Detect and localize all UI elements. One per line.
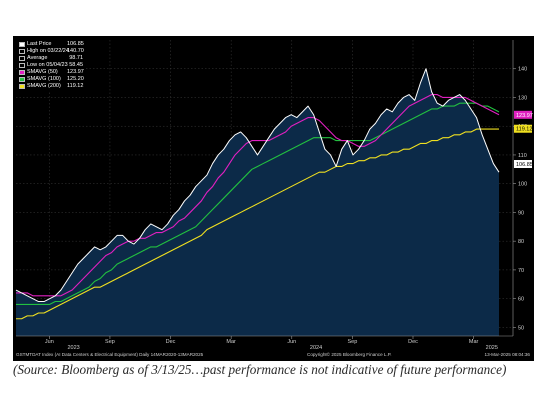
chart-panel: 5060708090100110120130140JunSepDecMarJun… (13, 36, 534, 361)
footer-copyright: Copyright© 2025 Bloomberg Finance L.P. (307, 352, 392, 357)
x-tick-label: Jun (287, 339, 296, 345)
legend-entry: Last Price 106.85 (19, 41, 84, 48)
series-line-smavg-100- (16, 102, 500, 305)
footer-index-description: GSTMTDAT Index (AI Data Centers & Electr… (16, 352, 204, 357)
legend-swatch (19, 77, 25, 82)
x-tick-label: Sep (347, 339, 357, 345)
legend-swatch (19, 42, 25, 47)
legend-entry: SMAVG (50) 123.97 (19, 69, 84, 76)
x-tick-label: Sep (105, 339, 115, 345)
y-tick-label: 70 (518, 268, 524, 274)
value-tag-box (514, 124, 532, 133)
legend-value: 125.20 (67, 76, 84, 82)
value-tag-label: 119.12 (516, 127, 532, 133)
source-caption: (Source: Bloomberg as of 3/13/25…past pe… (13, 362, 507, 377)
x-year-label: 2023 (67, 345, 79, 351)
value-tag: 106.85 (514, 160, 533, 168)
legend: Last Price 106.85 High on 03/22/24 140.70 Av… (17, 40, 85, 91)
footer-timestamp: 13-Mar-2025 08:04:36 (484, 352, 530, 357)
legend-label: SMAVG (200) (27, 83, 61, 89)
legend-value: 106.85 (67, 41, 84, 47)
y-tick-label: 50 (518, 325, 524, 331)
y-tick-label: 80 (518, 239, 524, 245)
value-tag-label: 123.97 (516, 113, 533, 119)
y-tick-label: 60 (518, 297, 524, 303)
y-tick-label: 90 (518, 210, 524, 216)
legend-label: SMAVG (100) (27, 76, 61, 82)
legend-swatch (19, 70, 25, 75)
x-tick-label: Dec (166, 339, 176, 345)
legend-entry: SMAVG (200) 119.12 (19, 83, 83, 90)
price-chart: 5060708090100110120130140JunSepDecMarJun… (15, 40, 533, 351)
legend-value: 58.45 (69, 62, 83, 68)
legend-swatch (19, 49, 25, 54)
legend-swatch (19, 63, 25, 68)
legend-entry: High on 03/22/24 140.70 (19, 48, 84, 55)
x-year-label: 2024 (310, 345, 322, 351)
series-line-smavg-200- (16, 128, 499, 320)
price-area-fill (16, 68, 499, 337)
y-tick-label: 110 (518, 153, 527, 159)
x-tick-label: Mar (226, 339, 236, 345)
value-tag: 119.12 (514, 124, 532, 133)
legend-value: 119.12 (67, 83, 84, 89)
x-tick-label: Jun (45, 339, 54, 345)
legend-value: 123.97 (67, 69, 84, 75)
legend-value: 98.71 (69, 55, 83, 61)
legend-label: Average (27, 55, 48, 61)
legend-swatch (19, 84, 25, 89)
value-tag: 123.97 (514, 110, 533, 119)
legend-label: High on 03/22/24 (27, 48, 69, 54)
legend-entry: Average 98.71 (19, 55, 83, 62)
legend-value: 140.70 (67, 48, 84, 54)
legend-entry: SMAVG (100) 125.20 (19, 76, 84, 83)
y-tick-label: 130 (518, 95, 527, 101)
value-tag-label: 106.85 (516, 162, 533, 168)
legend-label: Last Price (27, 41, 52, 47)
x-tick-label: Dec (408, 339, 418, 345)
legend-entry: Low on 05/04/23 58.45 (19, 62, 83, 69)
series-line-smavg-50- (16, 94, 500, 297)
y-tick-label: 140 (518, 67, 527, 73)
x-tick-label: Mar (469, 339, 479, 345)
x-year-label: 2025 (486, 345, 498, 351)
y-tick-label: 100 (518, 182, 527, 188)
legend-label: Low on 05/04/23 (27, 62, 68, 68)
series-line-last-price (15, 68, 500, 303)
value-tag-box (514, 160, 532, 169)
legend-label: SMAVG (50) (27, 69, 58, 75)
legend-swatch (19, 56, 25, 61)
value-tag-box (514, 110, 532, 119)
